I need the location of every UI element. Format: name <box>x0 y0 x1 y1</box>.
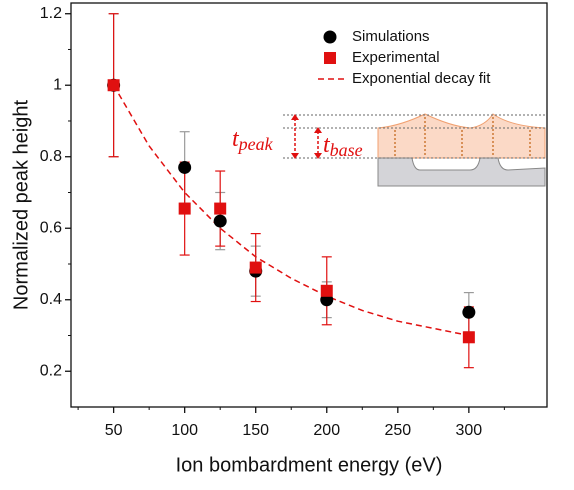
x-axis-label: Ion bombardment energy (eV) <box>176 454 443 476</box>
y-tick-label: 0.4 <box>40 291 62 308</box>
data-point <box>107 79 120 92</box>
x-tick-label: 250 <box>384 422 411 439</box>
thickness-arrows <box>294 118 319 155</box>
data-point <box>178 202 191 215</box>
annotation: tbase <box>323 132 363 161</box>
inset-arrows <box>394 117 531 156</box>
legend-marker <box>323 30 337 44</box>
x-tick-label: 50 <box>105 422 123 439</box>
legend-label: Exponential decay fit <box>352 70 491 87</box>
y-axis-label: Normalized peak height <box>10 100 32 311</box>
data-point <box>462 305 476 319</box>
data-point <box>249 261 262 274</box>
data-point <box>213 214 227 228</box>
legend-label: Simulations <box>352 28 430 45</box>
inset-illustration: tpeak tbase <box>232 113 546 187</box>
data-point <box>320 284 333 297</box>
x-tick-label: 150 <box>242 422 269 439</box>
annotation: tpeak <box>232 126 274 155</box>
legend-marker <box>324 52 336 64</box>
x-tick-label: 300 <box>455 422 482 439</box>
data-point <box>178 160 192 174</box>
y-tick-label: 0.2 <box>40 362 62 379</box>
x-tick-label: 100 <box>171 422 198 439</box>
legend-label: Experimental <box>352 49 440 66</box>
y-tick-label: 1 <box>53 76 62 93</box>
data-point <box>462 331 475 344</box>
substrate <box>377 157 546 187</box>
y-tick-label: 0.6 <box>40 219 62 236</box>
y-tick-label: 1.2 <box>40 5 62 22</box>
fit-line <box>112 84 469 337</box>
data-point <box>214 202 227 215</box>
arrow-heads <box>291 114 322 159</box>
x-tick-label: 200 <box>313 422 340 439</box>
plot-frame <box>70 2 548 408</box>
y-tick-label: 0.8 <box>40 148 62 165</box>
